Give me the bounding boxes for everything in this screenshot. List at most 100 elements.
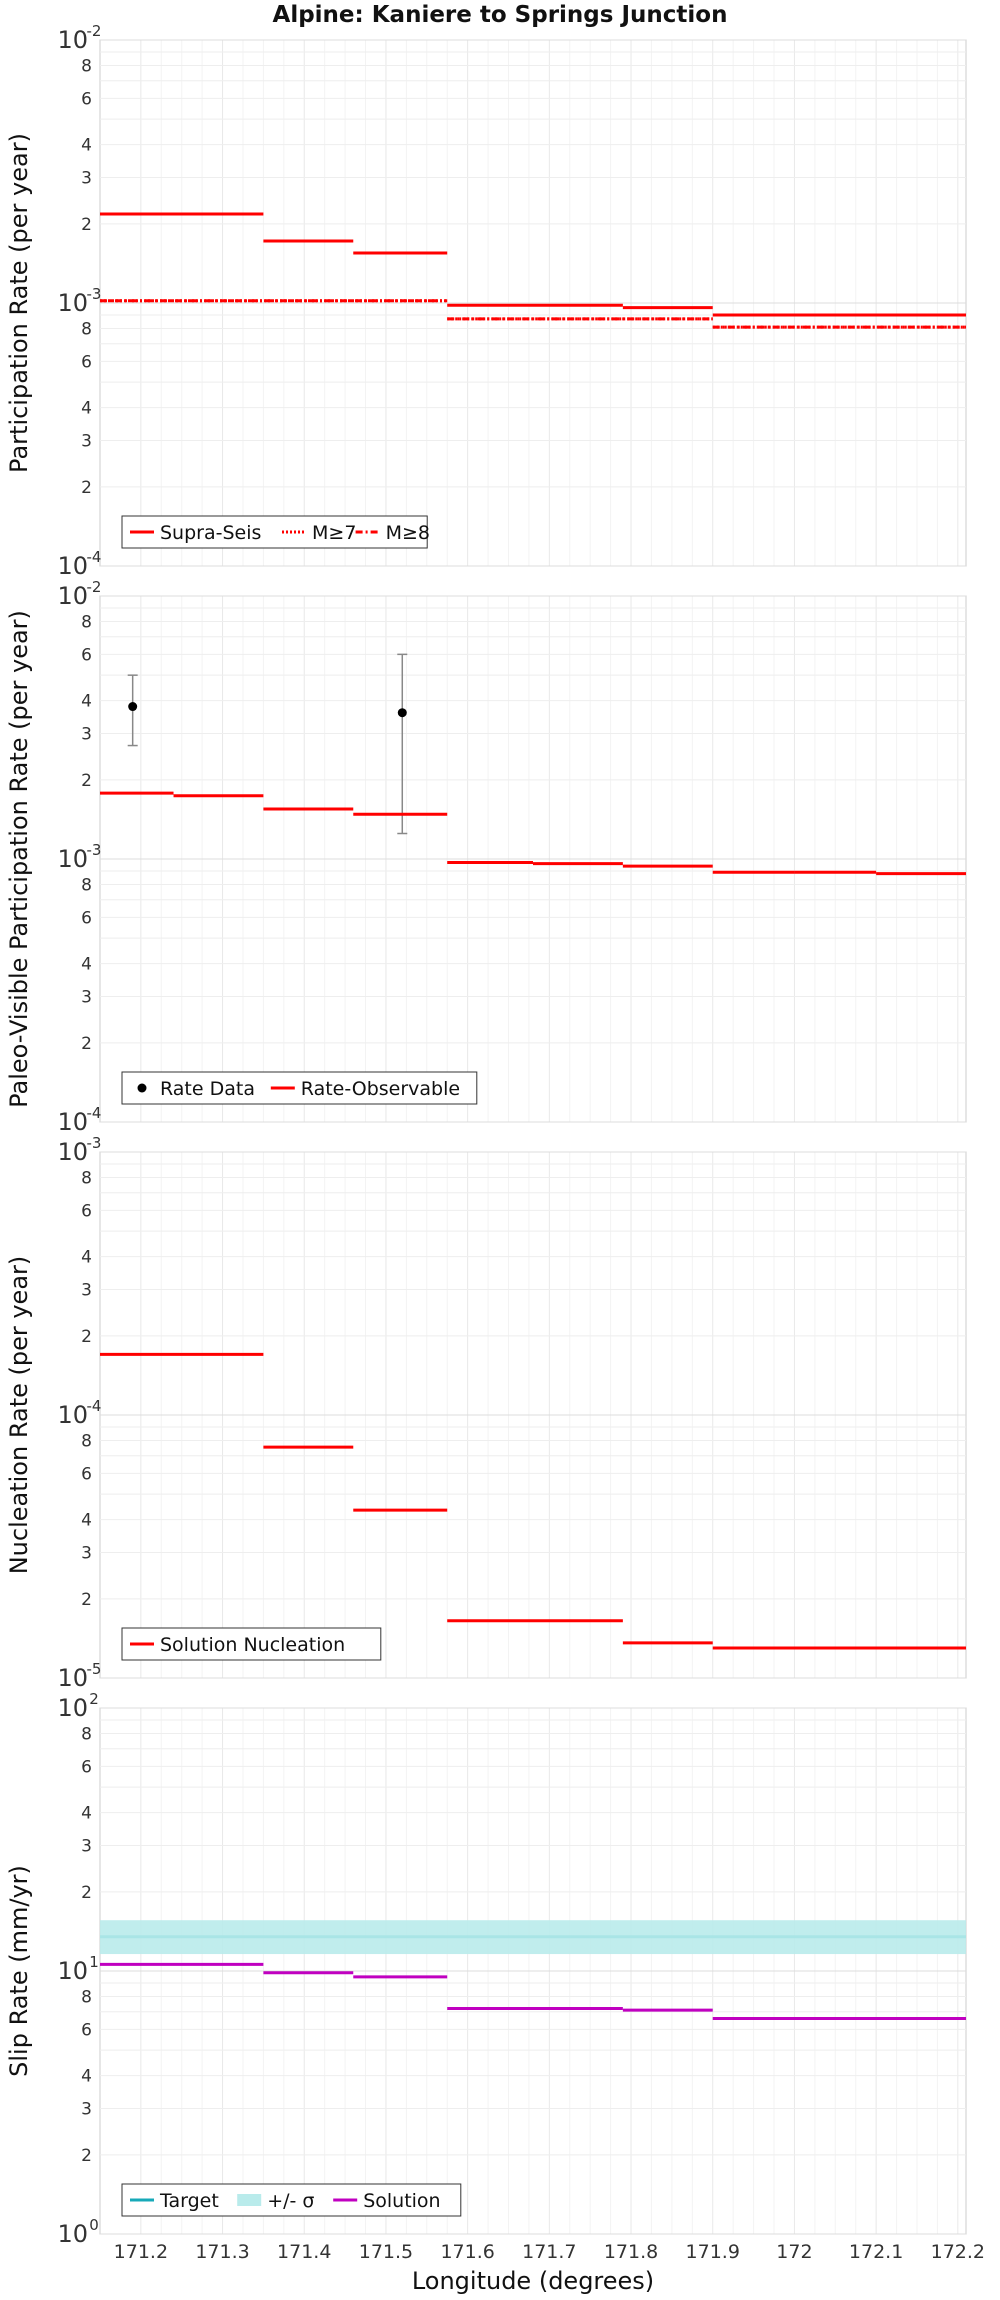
y-tick-label: 10 (57, 26, 88, 54)
y-axis-label: Slip Rate (mm/yr) (5, 1865, 33, 2077)
x-tick-label: 171.9 (686, 2241, 740, 2263)
y-tick-label: 10 (57, 845, 88, 873)
y-tick-exponent: 2 (89, 1690, 99, 1708)
y-tick-exponent: -2 (87, 578, 102, 596)
legend-box (121, 1071, 478, 1105)
y-tick-label: 6 (81, 2020, 92, 2040)
series-rate-observable (100, 791, 966, 876)
sigma-band (100, 1920, 966, 1955)
y-tick-label: 8 (81, 1987, 92, 2007)
legend-label: Rate Data (160, 1078, 255, 1100)
y-tick-label: 3 (81, 1544, 92, 1564)
legend-label: Rate-Observable (301, 1078, 460, 1100)
y-tick-label: 6 (81, 645, 92, 665)
series-supra-seis (100, 212, 966, 317)
y-axis-label: Participation Rate (per year) (5, 133, 33, 473)
y-tick-exponent: -3 (87, 285, 102, 303)
y-tick-exponent: -4 (87, 1397, 102, 1415)
y-tick-label: 10 (57, 1108, 88, 1136)
y-tick-label: 8 (81, 319, 92, 339)
y-tick-label: 2 (81, 2146, 92, 2166)
series-solution (100, 1962, 966, 2020)
y-tick-label: 10 (57, 552, 88, 580)
y-tick-label: 2 (81, 1327, 92, 1347)
legend: Target +/- σ Solution (121, 2183, 462, 2217)
x-axis-label: Longitude (degrees) (412, 2267, 654, 2295)
y-tick-exponent: -4 (87, 548, 102, 566)
y-tick-label: 10 (57, 2220, 88, 2248)
x-tick-label: 172.2 (931, 2241, 985, 2263)
x-tick-label: 172 (776, 2241, 812, 2263)
y-tick-label: 4 (81, 1804, 92, 1824)
x-tick-label: 171.6 (440, 2241, 494, 2263)
legend: Solution Nucleation (121, 1627, 382, 1661)
x-tick-label: 171.8 (604, 2241, 658, 2263)
x-tick-label: 171.7 (522, 2241, 576, 2263)
series-m-8 (100, 299, 966, 329)
series-rate-data (127, 653, 408, 835)
y-tick-exponent: 0 (89, 2216, 99, 2234)
y-tick-label: 8 (81, 612, 92, 632)
data-point (397, 708, 407, 718)
y-tick-label: 2 (81, 1883, 92, 1903)
y-tick-label: 2 (81, 771, 92, 791)
legend-label: Supra-Seis (160, 522, 261, 544)
y-tick-label: 2 (81, 1034, 92, 1054)
chart-title: Alpine: Kaniere to Springs Junction (273, 2, 728, 28)
legend: Rate Data Rate-Observable (121, 1071, 478, 1105)
y-tick-exponent: -3 (87, 1134, 102, 1152)
y-tick-label: 4 (81, 136, 92, 156)
legend: Supra-Seis M≥7 M≥8 (121, 515, 430, 549)
y-tick-label: 8 (81, 1431, 92, 1451)
y-tick-label: 4 (81, 955, 92, 975)
x-tick-label: 171.3 (195, 2241, 249, 2263)
y-tick-label: 3 (81, 988, 92, 1008)
y-tick-exponent: 1 (89, 1953, 99, 1971)
legend-marker (237, 2194, 262, 2206)
y-tick-label: 10 (57, 289, 88, 317)
y-tick-label: 3 (81, 432, 92, 452)
y-tick-exponent: -3 (87, 841, 102, 859)
legend-marker (137, 1083, 147, 1093)
legend-label: Target (159, 2190, 219, 2212)
y-tick-label: 10 (57, 1401, 88, 1429)
legend-label: M≥7 (312, 522, 356, 544)
y-tick-label: 10 (57, 1957, 88, 1985)
y-tick-label: 6 (81, 89, 92, 109)
y-tick-label: 6 (81, 1757, 92, 1777)
y-tick-label: 6 (81, 352, 92, 372)
y-tick-label: 6 (81, 1464, 92, 1484)
legend-box (121, 1627, 382, 1661)
legend-box (121, 2183, 462, 2217)
y-tick-label: 8 (81, 1168, 92, 1188)
x-tick-label: 171.5 (359, 2241, 413, 2263)
y-tick-exponent: -4 (87, 1104, 102, 1122)
y-tick-label: 3 (81, 1837, 92, 1857)
y-tick-label: 4 (81, 2067, 92, 2087)
y-tick-label: 3 (81, 725, 92, 745)
series-solution-nucleation (100, 1352, 966, 1650)
y-tick-label: 10 (57, 582, 88, 610)
y-tick-label: 10 (57, 1138, 88, 1166)
legend-label: M≥8 (386, 522, 430, 544)
y-tick-label: 3 (81, 2100, 92, 2120)
y-tick-label: 8 (81, 1724, 92, 1744)
y-tick-label: 10 (57, 1694, 88, 1722)
legend-label: +/- σ (267, 2190, 314, 2212)
legend-label: Solution Nucleation (160, 1634, 345, 1656)
x-tick-label: 171.2 (114, 2241, 168, 2263)
x-tick-label: 172.1 (849, 2241, 903, 2263)
legend-label: Solution (363, 2190, 440, 2212)
series-- (100, 1920, 966, 1955)
x-tick-label: 171.4 (277, 2241, 331, 2263)
data-point (128, 702, 138, 712)
y-tick-exponent: -5 (87, 1660, 102, 1678)
y-tick-label: 2 (81, 215, 92, 235)
y-tick-exponent: -2 (87, 22, 102, 40)
